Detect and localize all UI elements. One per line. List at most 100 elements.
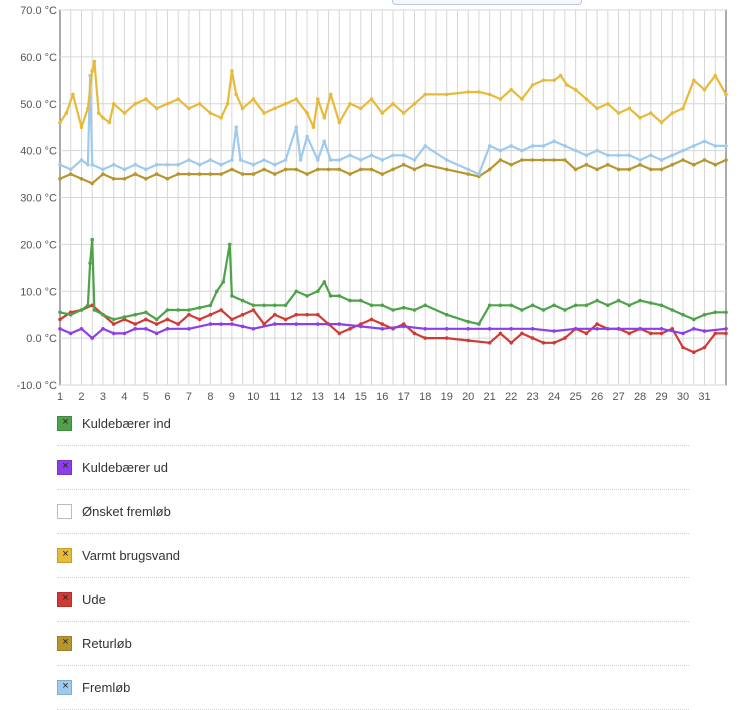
data-point xyxy=(133,312,137,317)
data-point xyxy=(262,167,266,172)
data-point xyxy=(584,331,589,336)
data-point xyxy=(702,139,707,144)
legend-label: Fremløb xyxy=(82,680,131,695)
data-point xyxy=(79,125,84,129)
legend-item[interactable]: × Returløb xyxy=(57,622,689,666)
data-point xyxy=(487,167,492,172)
data-point xyxy=(326,167,331,172)
data-point xyxy=(369,153,374,158)
legend-label: Ønsket fremløb xyxy=(82,504,171,519)
legend-item[interactable]: × Varmt brugsvand xyxy=(57,534,689,578)
data-point xyxy=(659,303,664,308)
series-lines xyxy=(58,59,728,355)
data-point xyxy=(466,172,471,176)
data-point xyxy=(101,312,105,317)
data-point xyxy=(498,158,503,162)
x-tick-label: 11 xyxy=(269,391,280,400)
data-point xyxy=(616,167,621,172)
data-point xyxy=(670,153,675,158)
data-point xyxy=(251,172,256,176)
data-point xyxy=(595,322,599,326)
data-point xyxy=(530,158,535,162)
data-point xyxy=(71,92,75,97)
data-point xyxy=(509,144,513,148)
data-point xyxy=(466,327,471,331)
data-point xyxy=(401,324,406,329)
data-point xyxy=(311,125,316,129)
data-point xyxy=(68,331,73,336)
data-point xyxy=(273,172,277,176)
legend-label: Kuldebærer ud xyxy=(82,460,168,475)
x-tick-label: 10 xyxy=(247,391,259,400)
data-point xyxy=(606,303,610,308)
legend-item[interactable]: × Fremløb xyxy=(57,666,689,710)
legend-checkbox[interactable]: × xyxy=(57,680,72,695)
data-point xyxy=(659,167,664,172)
legend-item[interactable]: × Kuldebærer ind xyxy=(57,402,689,446)
data-point xyxy=(154,322,159,326)
data-point xyxy=(316,312,320,317)
data-point xyxy=(133,327,137,331)
data-point xyxy=(520,148,524,153)
y-axis-labels: 70.0 °C 60.0 °C 50.0 °C 40.0 °C 30.0 °C 20.0 … xyxy=(17,5,58,392)
data-point xyxy=(283,158,288,162)
data-point xyxy=(208,111,213,115)
data-point xyxy=(563,158,567,162)
data-point xyxy=(322,139,327,144)
series-line xyxy=(59,323,727,340)
data-point xyxy=(552,303,556,308)
data-point xyxy=(552,341,556,345)
data-point xyxy=(487,303,492,308)
data-point xyxy=(380,322,385,326)
legend-checkbox[interactable]: × xyxy=(57,548,72,563)
data-point xyxy=(348,153,352,158)
top-tab-edge[interactable] xyxy=(392,0,582,5)
data-point xyxy=(187,327,191,331)
legend-checkbox[interactable]: × xyxy=(57,592,72,607)
legend-checkbox[interactable]: × xyxy=(57,636,72,651)
legend-item[interactable]: × Kuldebærer ud xyxy=(57,446,689,490)
legend-checkbox[interactable] xyxy=(57,504,72,519)
data-point xyxy=(122,331,127,336)
data-point xyxy=(466,167,471,172)
data-point xyxy=(176,308,180,312)
data-point xyxy=(96,111,101,115)
data-point xyxy=(294,322,299,326)
legend-item[interactable]: Ønsket fremløb xyxy=(57,490,689,534)
data-point xyxy=(221,280,226,284)
data-point xyxy=(187,308,191,312)
data-point xyxy=(283,303,288,308)
data-point xyxy=(337,294,342,298)
data-point xyxy=(509,341,513,345)
data-point xyxy=(273,322,277,326)
data-point xyxy=(627,153,632,158)
data-point xyxy=(154,162,159,167)
data-point xyxy=(219,116,223,120)
data-point xyxy=(208,158,213,162)
data-point xyxy=(337,167,342,172)
data-point xyxy=(58,317,62,322)
data-point xyxy=(208,322,213,326)
legend-checkbox[interactable]: × xyxy=(57,416,72,431)
data-point xyxy=(552,158,556,162)
data-point xyxy=(225,102,230,106)
data-point xyxy=(187,312,191,317)
data-point xyxy=(144,167,148,172)
data-point xyxy=(90,162,94,167)
data-point xyxy=(58,177,62,181)
data-point xyxy=(298,158,303,162)
legend-label: Kuldebærer ind xyxy=(82,416,171,431)
data-point xyxy=(466,90,471,94)
data-point xyxy=(305,172,309,176)
data-point xyxy=(541,78,546,83)
data-point xyxy=(681,148,685,153)
legend-checkbox[interactable]: × xyxy=(57,460,72,475)
data-point xyxy=(251,327,256,331)
x-tick-label: 18 xyxy=(419,391,431,400)
data-point xyxy=(283,317,288,322)
data-point xyxy=(251,308,256,312)
data-point xyxy=(584,162,589,167)
data-point xyxy=(262,158,266,162)
data-point xyxy=(197,305,202,310)
legend-item[interactable]: × Ude xyxy=(57,578,689,622)
